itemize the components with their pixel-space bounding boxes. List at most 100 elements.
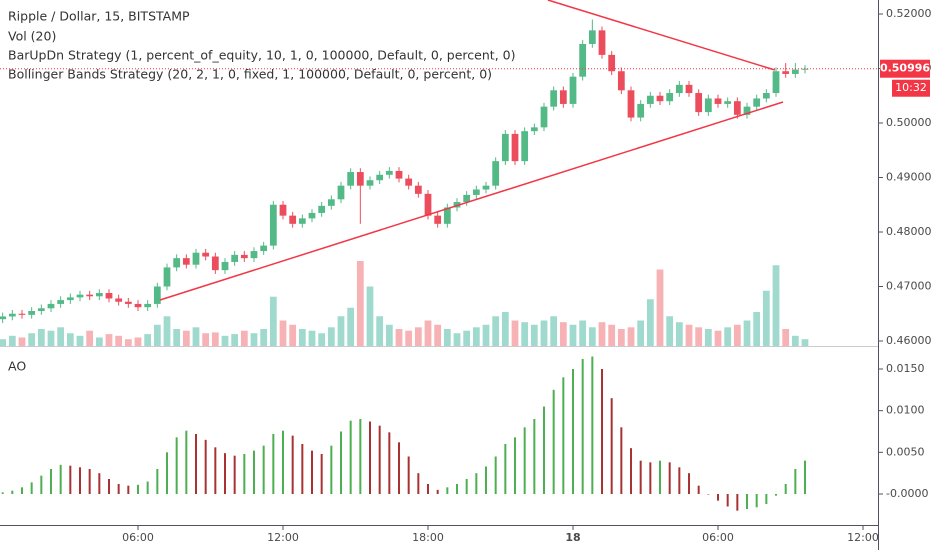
volume-bar bbox=[627, 327, 635, 346]
candle-body bbox=[182, 258, 190, 265]
ao-bar bbox=[436, 489, 439, 494]
candle-body bbox=[743, 106, 751, 115]
candle-body bbox=[385, 170, 393, 175]
ao-bar bbox=[107, 479, 110, 494]
ao-bar bbox=[649, 462, 652, 494]
ao-bar bbox=[543, 406, 546, 494]
volume-bar bbox=[685, 324, 693, 346]
ao-bar bbox=[165, 452, 168, 494]
trend-line bbox=[159, 101, 784, 301]
indicator-label: Vol (20) bbox=[8, 29, 56, 44]
candle-body bbox=[443, 207, 451, 224]
volume-bar bbox=[801, 339, 809, 346]
volume-bar bbox=[115, 335, 123, 346]
ao-bar bbox=[755, 494, 758, 508]
candle-body bbox=[163, 267, 171, 287]
ao-bar bbox=[291, 435, 294, 494]
volume-bar bbox=[405, 330, 413, 346]
volume-bar bbox=[0, 339, 7, 346]
volume-bar bbox=[656, 269, 664, 346]
candle-body bbox=[782, 71, 790, 74]
ao-bar bbox=[639, 460, 642, 494]
volume-bar bbox=[173, 329, 181, 346]
candle-body bbox=[28, 311, 36, 315]
volume-bar bbox=[327, 327, 335, 346]
volume-bar bbox=[308, 330, 316, 346]
candle-body bbox=[318, 205, 326, 213]
candle-body bbox=[588, 30, 596, 44]
volume-bar bbox=[521, 322, 529, 346]
volume-bar bbox=[376, 316, 384, 346]
y-tick-label: 0.0050 bbox=[886, 445, 925, 458]
volume-bar bbox=[66, 333, 74, 346]
volume-bar bbox=[472, 327, 480, 346]
last-price-label: 0.50996 bbox=[880, 62, 930, 75]
candle-body bbox=[501, 133, 509, 162]
candle-body bbox=[57, 300, 65, 304]
candle-body bbox=[482, 185, 490, 190]
ao-bar bbox=[707, 494, 710, 495]
candle-body bbox=[530, 127, 538, 132]
ao-bar bbox=[223, 453, 226, 494]
x-tick-label: 06:00 bbox=[122, 531, 154, 544]
volume-bar bbox=[646, 299, 654, 346]
ao-bar bbox=[726, 494, 729, 507]
volume-bar bbox=[202, 333, 210, 346]
ao-bar bbox=[523, 427, 526, 494]
y-tick-label: 0.50000 bbox=[886, 116, 932, 129]
ao-bar bbox=[601, 369, 604, 494]
ao-bar bbox=[127, 485, 130, 494]
candle-body bbox=[144, 303, 152, 308]
ao-bar bbox=[804, 460, 807, 494]
volume-bar bbox=[95, 337, 103, 346]
volume-bar bbox=[153, 324, 161, 346]
y-tick-label: 0.0150 bbox=[886, 362, 925, 375]
ao-bar bbox=[388, 432, 391, 494]
countdown-label: 10:32 bbox=[895, 81, 927, 94]
candle-body bbox=[376, 174, 384, 181]
volume-bar bbox=[57, 327, 65, 346]
symbol-title: Ripple / Dollar, 15, BITSTAMP bbox=[8, 9, 190, 24]
volume-bar bbox=[414, 327, 422, 346]
candle-body bbox=[76, 294, 84, 298]
y-tick-label: 0.0100 bbox=[886, 404, 925, 417]
candle-body bbox=[221, 261, 229, 271]
trend-line bbox=[547, 0, 776, 71]
candle-body bbox=[637, 103, 645, 118]
volume-bar bbox=[637, 320, 645, 346]
ao-bar bbox=[281, 430, 284, 494]
candle-body bbox=[492, 161, 500, 186]
candle-body bbox=[260, 245, 268, 252]
ao-bar bbox=[485, 466, 488, 494]
ao-bar bbox=[146, 481, 149, 494]
ao-bar bbox=[630, 448, 633, 494]
volume-bar bbox=[666, 316, 674, 346]
last-price-box bbox=[880, 59, 930, 78]
indicator-label: BarUpDn Strategy (1, percent_of_equity, … bbox=[8, 48, 515, 63]
ao-bar bbox=[1, 492, 4, 494]
volume-bar bbox=[608, 324, 616, 346]
candle-body bbox=[47, 303, 55, 309]
ao-bar bbox=[40, 475, 43, 494]
volume-bar bbox=[385, 324, 393, 346]
ao-bar bbox=[252, 450, 255, 494]
candle-body bbox=[540, 106, 548, 128]
ao-bar bbox=[98, 473, 101, 494]
candle-body bbox=[8, 313, 16, 317]
ao-bar bbox=[214, 447, 217, 494]
y-tick-label: 0.52000 bbox=[886, 7, 932, 20]
volume-bar bbox=[434, 324, 442, 346]
y-tick-label: 0.48000 bbox=[886, 225, 932, 238]
volume-bar bbox=[250, 333, 258, 346]
ao-bar bbox=[272, 434, 275, 494]
candle-body bbox=[666, 93, 674, 102]
volume-bar bbox=[269, 296, 277, 346]
volume-bar bbox=[530, 324, 538, 346]
ao-bar bbox=[194, 434, 197, 494]
volume-bar bbox=[782, 329, 790, 346]
volume-bar bbox=[298, 329, 306, 346]
volume-bar bbox=[105, 334, 113, 346]
candle-body bbox=[279, 204, 287, 216]
ao-bar bbox=[765, 494, 768, 504]
